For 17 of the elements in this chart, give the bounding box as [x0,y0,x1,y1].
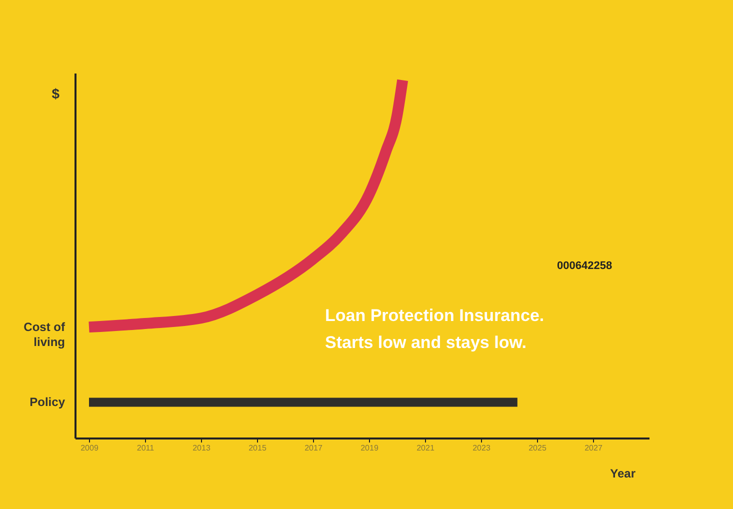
annotation: Starts low and stays low. [325,333,527,352]
x-tick-label: 2017 [304,444,323,452]
series-label: Policy [30,395,66,410]
annotation: Loan Protection Insurance. [325,306,544,325]
x-tick-label: 2021 [416,444,435,452]
y-axis-title: $ [52,86,60,102]
x-tick-label: 2019 [360,444,379,452]
x-axis-title: Year [610,466,636,480]
x-tick-label: 2025 [528,444,547,452]
text: Cost of living [24,320,66,350]
x-tick-label: 2027 [584,444,603,452]
x-tick-label: 2013 [192,444,211,452]
x-tick-label: 2009 [80,444,99,452]
x-tick-label: 2011 [136,444,155,452]
x-tick-label: 2015 [248,444,267,452]
annotation: 000642258 [557,260,612,272]
x-tick-label: 2023 [472,444,491,452]
